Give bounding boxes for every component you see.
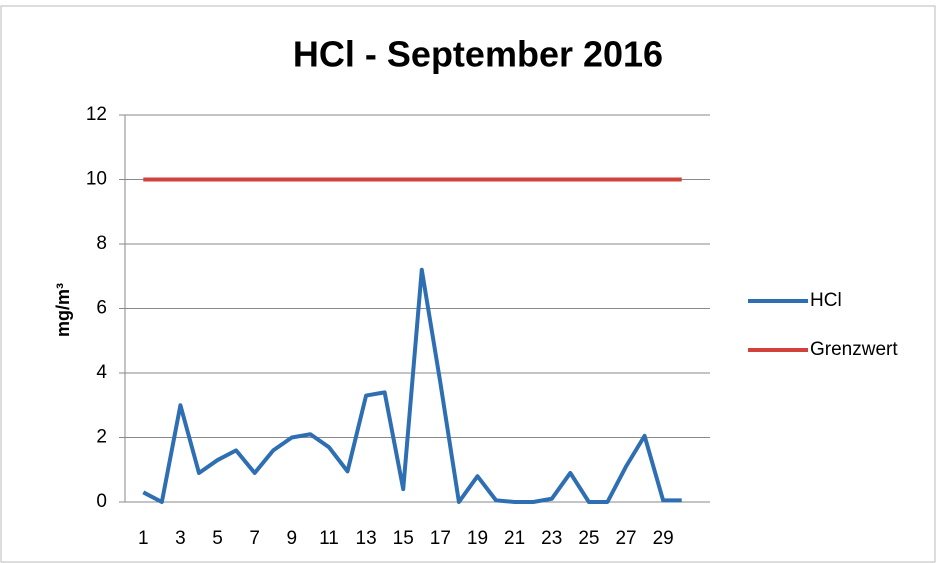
x-tick-label: 13	[356, 528, 377, 549]
legend-label: Grenzwert	[810, 339, 898, 360]
x-tick-label: 27	[615, 528, 636, 549]
x-tick-label: 5	[212, 528, 223, 549]
y-tick-label: 8	[96, 233, 107, 254]
x-tick-label: 23	[541, 528, 562, 549]
y-axis-label: mg/m³	[53, 283, 73, 337]
x-tick-label: 1	[138, 528, 149, 549]
x-tick-label: 29	[653, 528, 674, 549]
legend-label: HCl	[810, 290, 842, 311]
y-tick-label: 2	[96, 427, 107, 448]
chart-title: HCl - September 2016	[293, 34, 663, 75]
x-tick-label: 11	[319, 528, 339, 549]
x-tick-label: 15	[393, 528, 414, 549]
x-tick-label: 3	[175, 528, 186, 549]
y-tick-label: 12	[86, 104, 107, 125]
x-tick-label: 21	[504, 528, 525, 549]
x-tick-label: 17	[430, 528, 451, 549]
line-series	[142, 267, 682, 504]
y-tick-label: 6	[96, 298, 107, 319]
y-tick-label: 0	[96, 491, 107, 512]
x-tick-label: 9	[287, 528, 298, 549]
x-tick-label: 19	[467, 528, 488, 549]
y-tick-label: 10	[86, 169, 107, 190]
chart-border	[0, 5, 936, 563]
x-tick-label: 7	[249, 528, 260, 549]
x-tick-label: 25	[578, 528, 599, 549]
y-tick-label: 4	[96, 362, 107, 383]
